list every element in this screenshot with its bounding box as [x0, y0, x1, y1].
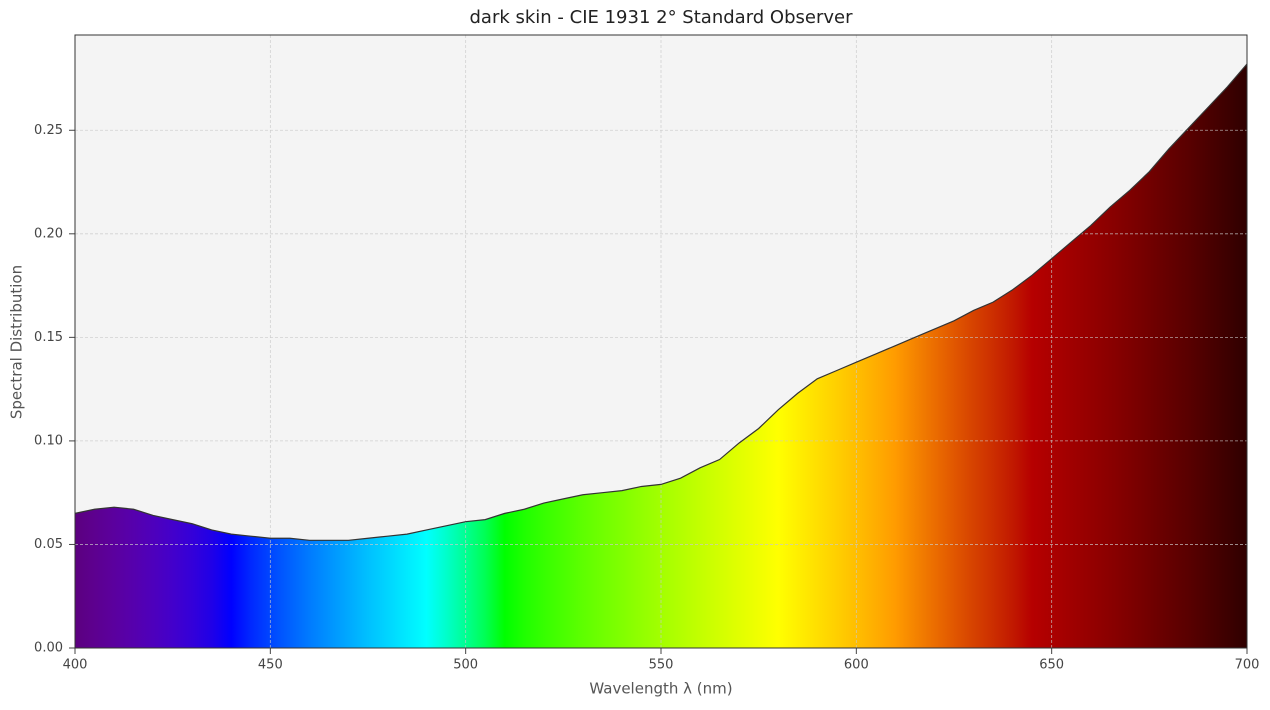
- y-tick-label: 0.25: [34, 123, 63, 138]
- chart-title: dark skin - CIE 1931 2° Standard Observe…: [469, 7, 853, 28]
- y-tick-label: 0.20: [34, 226, 63, 241]
- x-tick-label: 600: [844, 658, 869, 673]
- x-tick-label: 650: [1039, 658, 1064, 673]
- spectral-area: [75, 63, 1247, 649]
- y-tick-label: 0.00: [34, 641, 63, 656]
- plot-frame: [74, 34, 1248, 649]
- x-axis-label: Wavelength λ (nm): [589, 680, 732, 698]
- spectral-line: [74, 63, 1248, 541]
- x-tick-label: 700: [1235, 658, 1260, 673]
- x-tick-label: 450: [258, 658, 283, 673]
- y-tick-label: 0.05: [34, 537, 63, 552]
- y-axis-label: Spectral Distribution: [8, 265, 26, 419]
- x-tick-label: 500: [453, 658, 478, 673]
- y-tick-label: 0.15: [34, 330, 63, 345]
- y-tick-label: 0.10: [34, 433, 63, 448]
- x-tick-label: 400: [63, 658, 88, 673]
- x-tick-label: 550: [649, 658, 674, 673]
